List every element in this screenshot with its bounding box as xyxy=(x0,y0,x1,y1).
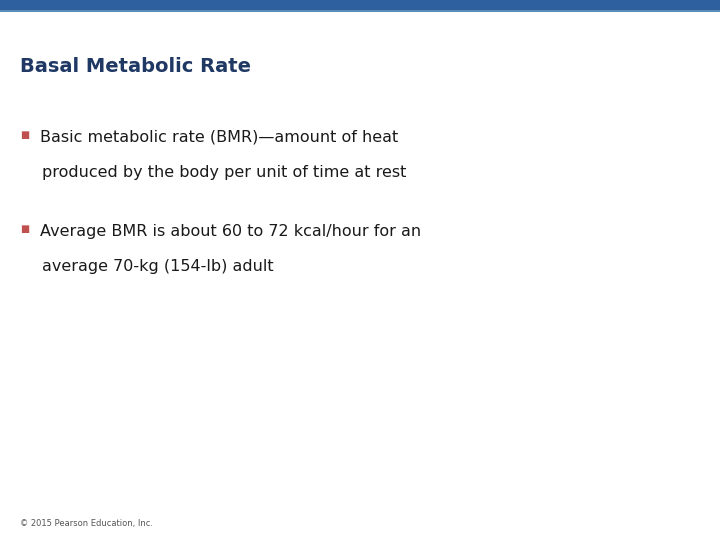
Text: produced by the body per unit of time at rest: produced by the body per unit of time at… xyxy=(42,165,406,180)
Text: average 70-kg (154-lb) adult: average 70-kg (154-lb) adult xyxy=(42,259,274,274)
Text: Basic metabolic rate (BMR)—amount of heat: Basic metabolic rate (BMR)—amount of hea… xyxy=(40,130,398,145)
Text: Basal Metabolic Rate: Basal Metabolic Rate xyxy=(20,57,251,76)
Text: ■: ■ xyxy=(20,224,30,234)
Text: Average BMR is about 60 to 72 kcal/hour for an: Average BMR is about 60 to 72 kcal/hour … xyxy=(40,224,420,239)
Text: © 2015 Pearson Education, Inc.: © 2015 Pearson Education, Inc. xyxy=(20,519,153,528)
Text: ■: ■ xyxy=(20,130,30,140)
